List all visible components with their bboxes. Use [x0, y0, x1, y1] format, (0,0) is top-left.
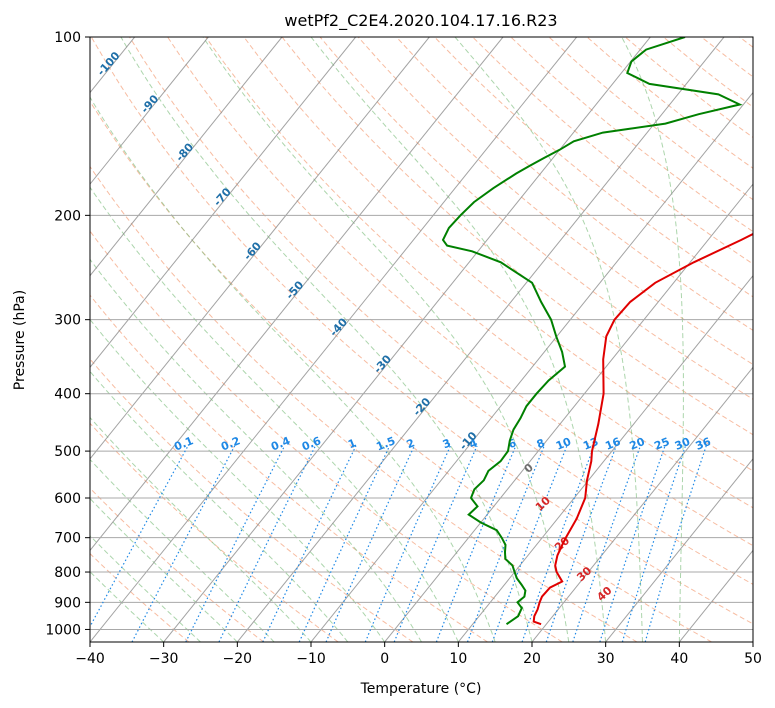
y-tick-label: 500 — [54, 444, 81, 460]
y-tick-label: 900 — [54, 595, 81, 611]
moist-adiabat-line — [454, 37, 643, 642]
dry-adiabat-line — [357, 37, 753, 366]
isotherm-line — [90, 37, 357, 369]
moist-adiabat-line — [90, 258, 422, 642]
mixing-ratio-line — [572, 445, 641, 642]
isotherm-line — [90, 37, 578, 642]
x-tick-label: 20 — [523, 651, 541, 667]
mixing-ratio-line — [491, 445, 568, 642]
isotherm-line — [236, 37, 725, 642]
mixing-ratio-line — [262, 445, 357, 642]
mixing-ratio-line — [545, 445, 617, 642]
mixing-ratio-line — [185, 445, 286, 642]
dry-adiabat-line — [90, 100, 712, 642]
y-tick-label: 300 — [54, 313, 81, 329]
plot-frame — [89, 36, 754, 643]
mixing-ratio-label: 25 — [652, 435, 671, 453]
profiles — [441, 37, 753, 626]
isotherm-line — [90, 37, 283, 277]
moist-adiabat-line — [621, 37, 684, 642]
mixing-ratio-label: 30 — [673, 435, 692, 453]
y-tick-label: 400 — [54, 387, 81, 403]
mixing-ratio-line — [521, 445, 595, 642]
dry-adiabat-line — [167, 37, 753, 547]
dry-adiabat-line — [243, 37, 753, 472]
isotherm-line — [384, 183, 753, 642]
x-tick-label: −10 — [296, 651, 326, 667]
dry-adiabat-line — [90, 165, 638, 642]
mixing-ratio-label: 20 — [628, 435, 647, 453]
isotherm-line — [90, 37, 504, 552]
x-tick-label: −40 — [75, 651, 105, 667]
y-tick-label: 700 — [54, 531, 81, 547]
moist-adiabat-line — [90, 497, 238, 642]
y-tick-label: 1000 — [45, 622, 81, 638]
temperature-profile-line — [532, 232, 753, 626]
moist-adiabat-line — [90, 458, 275, 642]
x-tick-label: −20 — [223, 651, 253, 667]
x-tick-label: 0 — [380, 651, 389, 667]
mixing-ratio-line — [218, 445, 316, 642]
dewpoint-profile-line — [441, 37, 743, 626]
mixing-ratio-label: 8 — [535, 436, 547, 451]
dry-adiabat-line — [90, 552, 190, 642]
mixing-ratio-label: 1 — [346, 436, 358, 451]
isotherm-line — [531, 366, 753, 642]
moist-adiabat-line — [90, 318, 386, 642]
axis-ticks: −40 −30 −20 −10 0 10 20 30 40 50 100 200 300 400 500 60… — [45, 30, 762, 667]
isotherm-line — [90, 37, 209, 185]
mixing-ratio-label: 16 — [603, 435, 622, 453]
mixing-ratio-label: 2 — [405, 436, 417, 451]
x-tick-label: 30 — [597, 651, 615, 667]
moist-adiabat-line — [90, 186, 459, 642]
mixing-ratio-label: 10 — [554, 435, 573, 453]
mixing-ratio-line — [599, 445, 666, 642]
dry-adiabat-line — [90, 37, 753, 625]
dry-adiabat-line — [90, 487, 264, 642]
isotherm-line — [163, 37, 651, 642]
isotherm-line — [310, 91, 753, 642]
mixing-ratio-line — [644, 445, 707, 642]
y-tick-label: 200 — [54, 208, 81, 224]
y-axis-label: Pressure (hPa) — [12, 290, 28, 390]
mixing-ratio-label: 36 — [694, 435, 713, 453]
dry-adiabat-line — [90, 294, 488, 642]
isotherm-line — [605, 458, 753, 642]
dry-adiabat-line — [396, 37, 753, 331]
y-tick-label: 100 — [54, 30, 81, 46]
dry-adiabat-line — [90, 422, 339, 642]
x-tick-label: 40 — [670, 651, 688, 667]
isotherm-line — [457, 274, 753, 642]
dry-adiabat-line — [205, 37, 753, 509]
y-tick-label: 600 — [54, 491, 81, 507]
x-axis-label: Temperature (°C) — [360, 681, 482, 697]
x-tick-label: −30 — [149, 651, 179, 667]
mixing-ratio-line — [466, 445, 545, 642]
x-tick-label: 10 — [449, 651, 467, 667]
isotherm-line — [90, 37, 430, 460]
mixing-ratio-line — [364, 445, 451, 642]
chart-title: wetPf2_C2E4.2020.104.17.16.R23 — [284, 11, 557, 31]
y-tick-label: 800 — [54, 565, 81, 581]
mixing-ratio-line — [621, 445, 687, 642]
mixing-ratio-label: 3 — [441, 436, 453, 451]
moist-adiabat-line — [202, 37, 570, 642]
x-tick-label: 50 — [744, 651, 762, 667]
